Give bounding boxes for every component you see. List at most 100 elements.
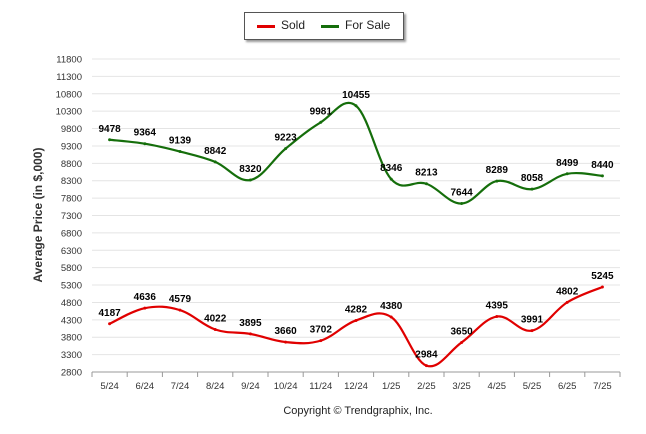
data-point-sold [424,364,428,368]
x-tick-label: 4/25 [488,381,507,392]
data-label-for-sale: 8289 [486,165,509,176]
data-point-for-sale [389,177,393,181]
x-axis: 5/24 6/24 7/24 8/24 9/24 10/24 11/24 12/24 1/25 2… [91,371,621,392]
data-point-for-sale [248,178,252,182]
data-point-sold [178,308,182,312]
data-point-sold [284,340,288,344]
x-tick-label: 6/25 [558,381,577,392]
data-point-sold [460,340,464,344]
x-tick-label: 3/25 [452,381,471,392]
data-point-for-sale [178,150,182,154]
y-tick-label: 6800 [61,228,82,239]
data-point-sold [248,332,252,336]
x-tick-label: 1/25 [382,381,401,392]
y-tick-label: 4800 [61,298,82,309]
legend-swatch-for-sale [321,25,339,28]
data-point-for-sale [424,182,428,186]
x-tick-label: 5/24 [100,381,119,392]
data-label-sold: 4380 [380,301,403,312]
data-point-for-sale [565,172,569,176]
data-point-sold [354,318,358,322]
data-point-for-sale [495,179,499,183]
data-label-sold: 3650 [450,326,473,337]
x-tick-label: 11/24 [309,381,332,392]
data-label-for-sale: 7644 [450,188,473,199]
grid-lines [92,58,620,373]
data-label-for-sale: 8440 [591,160,614,171]
data-label-sold: 5245 [591,271,614,282]
y-tick-label: 11800 [56,55,82,66]
data-point-sold [565,300,569,304]
data-label-sold: 4022 [204,314,227,325]
data-label-sold: 4636 [134,292,157,303]
y-tick-label: 10300 [56,107,82,118]
data-label-sold: 4579 [169,294,192,305]
data-point-for-sale [460,202,464,206]
data-label-sold: 3660 [274,326,297,337]
legend-label-for-sale: For Sale [345,18,391,32]
data-label-for-sale: 9139 [169,136,192,147]
data-label-sold: 4395 [486,301,509,312]
y-tick-label: 5300 [61,281,82,292]
data-labels: 4187 4636 4579 4022 3895 3660 3702 4282 4380 2984… [98,90,613,361]
y-tick-label: 8800 [61,159,82,170]
data-point-for-sale [600,174,604,178]
data-label-for-sale: 8213 [415,168,438,179]
data-point-for-sale [530,187,534,191]
data-label-for-sale: 10455 [342,90,370,101]
data-label-sold: 2984 [415,350,438,361]
data-label-sold: 3702 [310,325,333,336]
data-point-for-sale [354,104,358,108]
y-tick-label: 4300 [61,315,82,326]
x-tick-label: 7/24 [171,381,190,392]
series-line-for-sale [109,101,603,205]
legend: Sold For Sale [244,12,404,40]
x-tick-label: 5/25 [523,381,542,392]
data-point-for-sale [319,120,323,124]
y-axis-label: Average Price (in $,000) [31,148,45,283]
data-point-for-sale [213,160,217,164]
x-tick-label: 2/25 [417,381,436,392]
data-label-sold: 4187 [98,308,121,319]
data-label-for-sale: 8842 [204,146,227,157]
legend-label-sold: Sold [281,18,306,32]
x-tick-label: 10/24 [274,381,298,392]
data-point-sold [530,329,534,333]
y-tick-label: 6300 [61,246,82,257]
y-tick-label: 5800 [61,263,82,274]
y-axis: 2800 3300 3800 4300 4800 5300 5800 6300 6800 7300… [56,55,82,379]
data-point-sold [108,322,112,326]
data-label-for-sale: 8058 [521,173,544,184]
data-label-sold: 4282 [345,304,368,315]
y-tick-label: 3800 [61,333,82,344]
data-label-for-sale: 9364 [134,128,157,139]
data-point-for-sale [284,147,288,151]
y-tick-label: 2800 [61,368,82,379]
data-point-sold [143,306,147,310]
series-layer [108,101,604,368]
copyright-footer: Copyright © Trendgraphix, Inc. [283,405,432,417]
data-label-for-sale: 8346 [380,163,403,174]
data-label-sold: 3991 [521,315,544,326]
data-point-for-sale [108,138,112,142]
data-label-for-sale: 9981 [310,106,333,117]
data-point-sold [389,315,393,319]
y-tick-label: 3300 [61,350,82,361]
data-label-for-sale: 8320 [239,164,262,175]
data-point-sold [213,328,217,332]
data-label-for-sale: 9223 [274,133,297,144]
data-label-for-sale: 8499 [556,158,579,169]
x-tick-label: 12/24 [344,381,368,392]
x-tick-label: 8/24 [206,381,225,392]
x-tick-label: 9/24 [241,381,260,392]
y-tick-label: 11300 [56,72,82,83]
y-tick-label: 10800 [56,89,82,100]
data-label-sold: 3895 [239,318,262,329]
legend-swatch-sold [257,25,275,28]
data-point-sold [495,315,499,319]
y-tick-label: 8300 [61,176,82,187]
data-label-for-sale: 9478 [98,124,121,135]
y-tick-label: 9800 [61,124,82,135]
data-label-sold: 4802 [556,286,579,297]
